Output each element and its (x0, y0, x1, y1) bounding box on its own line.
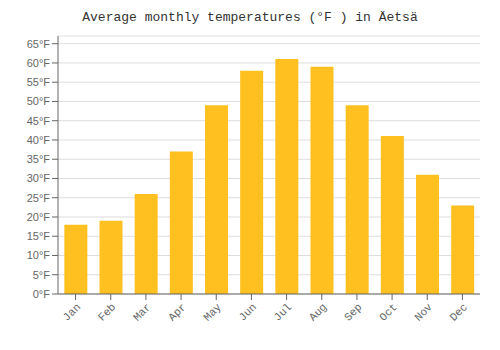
svg-text:55°F: 55°F (27, 76, 51, 88)
svg-text:Mar: Mar (131, 301, 153, 323)
svg-text:Oct: Oct (377, 301, 399, 323)
svg-text:40°F: 40°F (27, 134, 51, 146)
svg-text:35°F: 35°F (27, 153, 51, 165)
svg-text:30°F: 30°F (27, 172, 51, 184)
svg-text:65°F: 65°F (27, 38, 51, 50)
svg-text:60°F: 60°F (27, 57, 51, 69)
svg-text:20°F: 20°F (27, 211, 51, 223)
svg-text:Aug: Aug (307, 301, 329, 323)
svg-text:25°F: 25°F (27, 192, 51, 204)
svg-text:Sep: Sep (342, 301, 364, 323)
svg-text:15°F: 15°F (27, 230, 51, 242)
svg-text:Nov: Nov (412, 301, 435, 324)
svg-text:Apr: Apr (166, 301, 188, 323)
svg-text:10°F: 10°F (27, 249, 51, 261)
svg-text:45°F: 45°F (27, 115, 51, 127)
svg-text:Jan: Jan (61, 301, 83, 323)
svg-text:Jun: Jun (237, 301, 259, 323)
svg-text:50°F: 50°F (27, 95, 51, 107)
svg-text:May: May (201, 301, 224, 324)
html-text:Average monthly temperatures (: Average monthly temperatures (°F ) in Äe… (82, 10, 418, 25)
svg-text:Dec: Dec (448, 301, 470, 323)
svg-text:Feb: Feb (96, 301, 118, 323)
svg-text:5°F: 5°F (33, 269, 51, 281)
svg-text:0°F: 0°F (33, 288, 51, 300)
svg-text:Jul: Jul (272, 301, 294, 323)
